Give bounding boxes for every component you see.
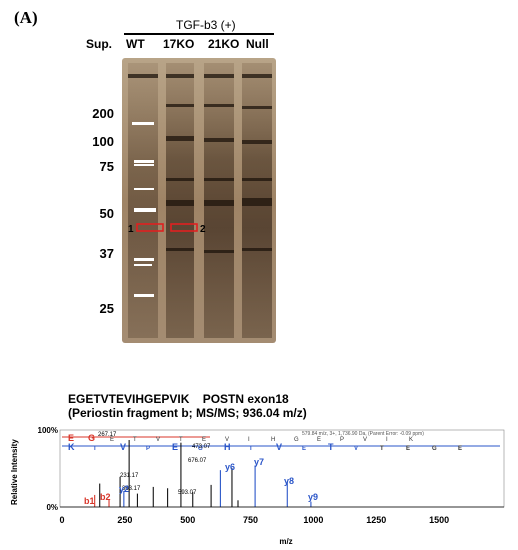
x-axis-label: m/z — [279, 537, 292, 546]
x-tick-label: 500 — [180, 515, 195, 525]
mw-marker-200: 200 — [92, 106, 114, 121]
sequence-letter: T — [133, 437, 137, 443]
b-ion-letter-g: G — [88, 433, 95, 443]
peak-label-267: 267.17 — [98, 432, 117, 438]
y-ion-letter: V — [354, 446, 358, 452]
mw-marker-75: 75 — [99, 159, 114, 174]
ms-spectrum-chart: 100% 0% Relative Intensity 579.84 m/z, 3… — [10, 426, 505, 546]
band-label-1: 1 — [128, 224, 134, 235]
mw-marker-100: 100 — [92, 134, 114, 149]
x-tick-label: 0 — [59, 515, 64, 525]
peak-label-473: 473.07 — [192, 444, 211, 450]
sequence-letter: V — [156, 437, 160, 443]
ion-label-b2: b2 — [100, 492, 111, 502]
ion-label-y7: y7 — [254, 457, 264, 467]
sequence-letter: E — [202, 437, 206, 443]
peak-label-231: 231.17 — [120, 473, 139, 479]
y-axis-label: Relative Intensity — [10, 439, 19, 505]
panel-label: (A) — [14, 8, 38, 27]
x-tick-label: 1000 — [303, 515, 323, 525]
sequence-letter: E — [317, 437, 321, 443]
y-ion-letter: I — [94, 446, 96, 452]
lane-label-null: Null — [246, 37, 269, 51]
y-ion-letter: H — [224, 442, 231, 452]
condition-label: TGF-b3 (+) — [176, 18, 236, 32]
mw-marker-50: 50 — [99, 206, 114, 221]
y-ion-letter: V — [276, 442, 282, 452]
peak-label-363: 363.17 — [122, 486, 141, 492]
sequence-letter: H — [271, 437, 275, 443]
ms-subtitle: (Periostin fragment b; MS/MS; 936.04 m/z… — [68, 406, 307, 420]
protein-name: POSTN exon18 — [202, 392, 289, 406]
y-ion-letter: E — [458, 446, 462, 452]
lane-label-17ko: 17KO — [163, 37, 195, 51]
y-ion-letter: G — [432, 446, 437, 452]
x-tick-label: 1250 — [366, 515, 386, 525]
spectrum-peaks — [94, 440, 312, 507]
sequence-letter: G — [294, 437, 299, 443]
sequence-letter: V — [363, 437, 367, 443]
gel-image — [122, 58, 276, 343]
y-ion-letter: I — [250, 446, 252, 452]
condition-bracket-line — [124, 33, 274, 35]
sequence-letter: I — [386, 437, 388, 443]
y-ion-letter: G — [198, 446, 203, 452]
y-ion-letter: E — [302, 446, 306, 452]
ms-title: EGETVTEVIHGEPVIK POSTN exon18 — [68, 392, 289, 406]
sequence-letter: P — [340, 437, 344, 443]
x-tick-label: 1500 — [429, 515, 449, 525]
mw-marker-25: 25 — [99, 301, 114, 316]
y-tick-0: 0% — [46, 503, 58, 512]
y-ion-letter: E — [172, 442, 178, 452]
y-ion-letter: E — [406, 446, 410, 452]
sequence-letter: K — [409, 437, 413, 443]
y-ion-letter: T — [380, 446, 384, 452]
spectrum-header: 579.84 m/z, 3+, 1,736.90 Da, (Parent Err… — [302, 431, 424, 437]
peak-label-593: 593.07 — [178, 490, 197, 496]
x-tick-label: 250 — [117, 515, 132, 525]
ion-label-y6: y6 — [225, 462, 235, 472]
sequence-letter: V — [225, 437, 229, 443]
lane-label-sup: Sup. — [86, 37, 112, 51]
mw-marker-37: 37 — [99, 246, 114, 261]
lane-label-21ko: 21KO — [208, 37, 240, 51]
y-ion-letter: V — [120, 442, 126, 452]
y-ion-letter: T — [328, 442, 334, 452]
band-label-2: 2 — [200, 224, 206, 235]
sequence-letter: I — [248, 437, 250, 443]
x-tick-label: 750 — [243, 515, 258, 525]
ion-label-y9: y9 — [308, 492, 318, 502]
ion-label-y2: y2 — [119, 484, 129, 494]
b-ion-letter-e: E — [68, 433, 74, 443]
peptide-sequence: EGETVTEVIHGEPVIK — [68, 392, 190, 406]
sequence-letter: T — [179, 437, 183, 443]
ion-label-y8: y8 — [284, 476, 294, 486]
y-ion-letter: P — [146, 446, 150, 452]
ion-label-b1: b1 — [84, 496, 95, 506]
lane-label-wt: WT — [126, 37, 145, 51]
silver-stained-gel — [122, 58, 276, 343]
sequence-letter: E — [110, 437, 114, 443]
y-ion-letter: K — [68, 442, 75, 452]
x-ticks: 0 250 500 750 1000 1250 1500 — [59, 515, 449, 525]
y-tick-100: 100% — [38, 426, 58, 435]
peak-label-676: 676.07 — [188, 458, 207, 464]
